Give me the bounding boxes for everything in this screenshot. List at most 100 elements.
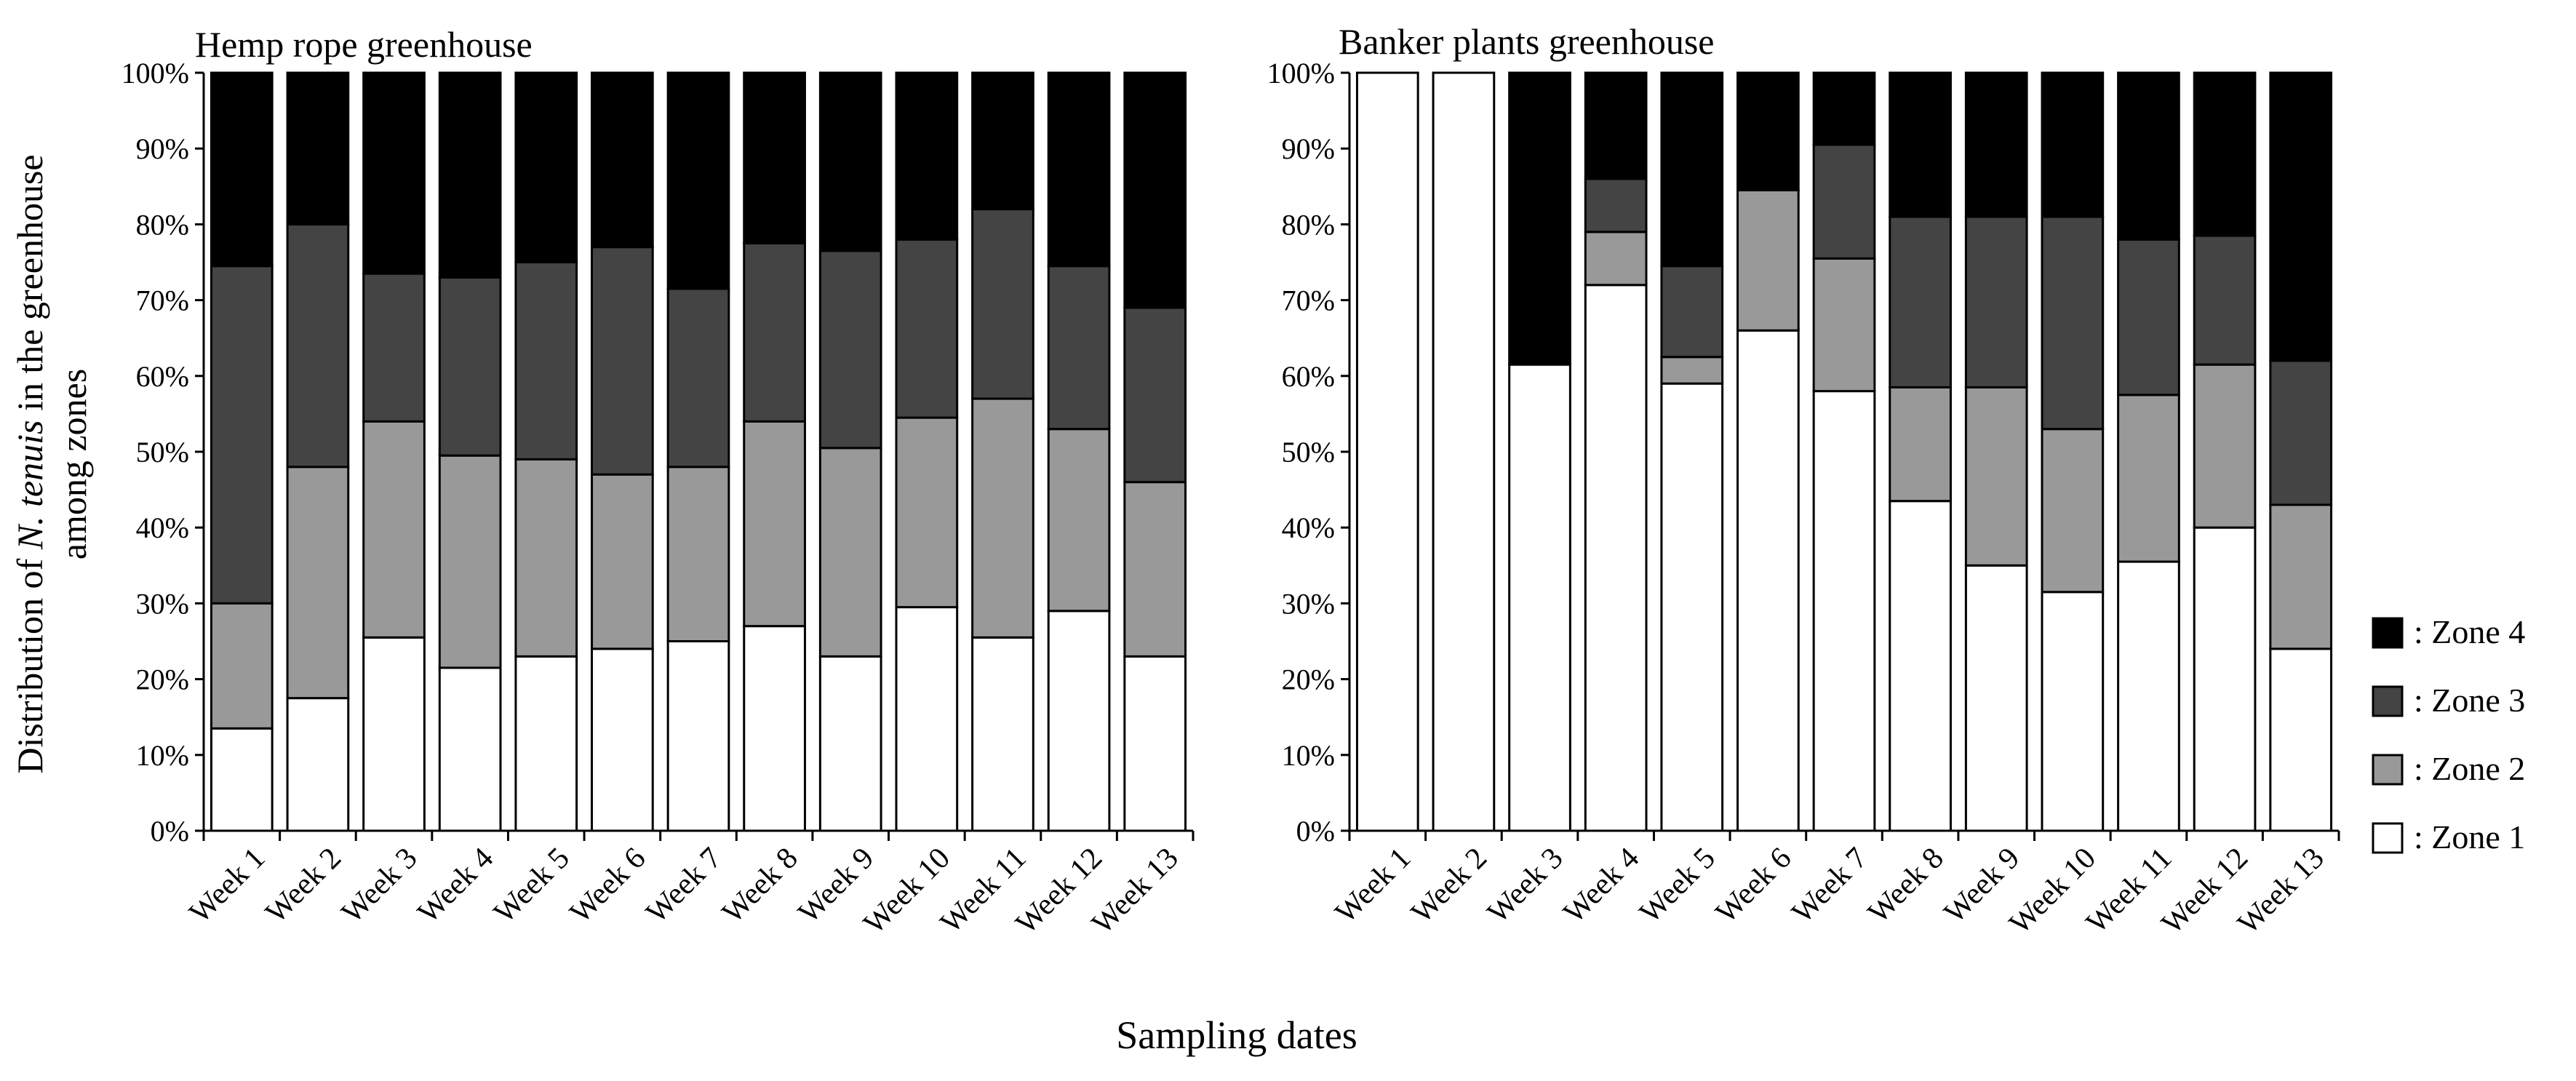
bar-segment-zone-2 xyxy=(2193,363,2257,529)
bar-segment-zone-2 xyxy=(2269,503,2333,650)
bar-segment-zone-2 xyxy=(2041,428,2105,594)
bar-segment-zone-4 xyxy=(286,71,350,226)
bar-segment-zone-3 xyxy=(1123,306,1187,484)
bar-segment-zone-1 xyxy=(2269,647,2333,832)
y-tick-label: 70% xyxy=(136,284,189,317)
legend-swatch xyxy=(2372,617,2404,649)
bar-segment-zone-1 xyxy=(591,647,654,832)
bar-segment-zone-1 xyxy=(1889,500,1952,832)
bar-segment-zone-2 xyxy=(818,447,882,658)
chart-title: Banker plants greenhouse xyxy=(1339,21,1715,62)
bar-segment-zone-1 xyxy=(1508,363,1571,832)
x-tick-label: Week 7 xyxy=(1785,842,1874,930)
x-tick-label: Week 4 xyxy=(412,842,501,930)
x-tick-label: Week 10 xyxy=(857,842,957,941)
bar-segment-zone-4 xyxy=(1736,71,1800,192)
bar-segment-zone-1 xyxy=(1812,390,1876,832)
bar-segment-zone-3 xyxy=(1964,215,2028,388)
bar-segment-zone-1 xyxy=(210,727,274,832)
x-tick-label: Week 5 xyxy=(1633,842,1722,930)
x-tick-label: Week 7 xyxy=(639,842,728,930)
bar-segment-zone-2 xyxy=(743,420,806,628)
legend-swatch xyxy=(2372,685,2404,717)
y-tick-label: 50% xyxy=(1282,436,1335,468)
bar-segment-zone-2 xyxy=(362,420,426,639)
y-tick-label: 40% xyxy=(1282,511,1335,544)
bar-segment-zone-3 xyxy=(2041,215,2105,431)
bar-segment-zone-1 xyxy=(1736,329,1800,832)
bar-segment-zone-1 xyxy=(362,636,426,832)
bar-segment-zone-2 xyxy=(1047,428,1111,613)
bar-segment-zone-2 xyxy=(1584,231,1648,287)
y-tick-label: 60% xyxy=(1282,360,1335,393)
bar-segment-zone-1 xyxy=(666,640,730,832)
bar-segment-zone-4 xyxy=(971,71,1034,211)
bar-segment-zone-4 xyxy=(1123,71,1187,309)
bar-segment-zone-1 xyxy=(286,697,350,832)
bar-segment-zone-3 xyxy=(1660,265,1724,359)
x-tick-label: Week 1 xyxy=(183,842,272,930)
bar-segment-zone-1 xyxy=(1584,284,1648,832)
bar-segment-zone-4 xyxy=(1047,71,1111,268)
bar-segment-zone-3 xyxy=(438,276,502,457)
chart-hemp-rope: Hemp rope greenhouse 0% 10% 20% 30% 40% 50% 60%… xyxy=(121,24,1195,941)
y-tick-label: 10% xyxy=(136,739,189,772)
y-tick-label: 40% xyxy=(136,511,189,544)
x-tick-label: Week 3 xyxy=(335,842,424,930)
bar-segment-zone-3 xyxy=(895,238,959,419)
bar-segment-zone-2 xyxy=(666,466,730,643)
x-tick-label: Week 5 xyxy=(487,842,576,930)
bar-segment-zone-3 xyxy=(2117,238,2180,396)
bar-segment-zone-2 xyxy=(1889,386,1952,503)
y-tick-label: 90% xyxy=(136,132,189,165)
bar-segment-zone-4 xyxy=(895,71,959,241)
y-tick-label: 30% xyxy=(1282,587,1335,620)
bar-segment-zone-3 xyxy=(2193,234,2257,366)
bar-segment-zone-2 xyxy=(1964,386,2028,567)
chart-title: Hemp rope greenhouse xyxy=(195,24,533,65)
bar-segment-zone-4 xyxy=(1812,71,1876,146)
bar-segment-zone-2 xyxy=(2117,394,2180,563)
y-tick-label: 100% xyxy=(1267,57,1335,89)
bar-segment-zone-2 xyxy=(210,602,274,730)
bar-segment-zone-1 xyxy=(743,625,806,832)
x-tick-label: Week 4 xyxy=(1558,842,1646,930)
bar-segment-zone-4 xyxy=(2117,71,2180,241)
y-tick-label: 90% xyxy=(1282,132,1335,165)
y-tick-label: 20% xyxy=(1282,663,1335,696)
bar-segment-zone-4 xyxy=(514,71,578,263)
bar-segment-zone-3 xyxy=(1584,177,1648,234)
y-axis-label-line2: among zones xyxy=(53,369,94,559)
chart-banker-plants: Banker plants greenhouse 0% 10% 20% 30% 40% 50… xyxy=(1267,21,2340,941)
y-tick-label: 0% xyxy=(151,815,189,847)
x-tick-label: Week 10 xyxy=(2003,842,2102,941)
legend-swatch xyxy=(2372,754,2404,786)
bar-segment-zone-1 xyxy=(1432,71,1496,832)
bar-segment-zone-4 xyxy=(818,71,882,252)
bar-segment-zone-4 xyxy=(1660,71,1724,268)
bar-segment-zone-2 xyxy=(591,473,654,650)
legend-label: : Zone 1 xyxy=(2414,818,2525,855)
y-tick-label: 80% xyxy=(1282,208,1335,241)
bar-segment-zone-4 xyxy=(438,71,502,279)
bar-segment-zone-2 xyxy=(1660,356,1724,385)
x-axis-label: Sampling dates xyxy=(1116,1013,1357,1057)
y-tick-label: 50% xyxy=(136,436,189,468)
bar-segment-zone-2 xyxy=(1812,257,1876,393)
bar-segment-zone-2 xyxy=(286,466,350,700)
bar-segment-zone-1 xyxy=(438,666,502,832)
legend-label: : Zone 3 xyxy=(2414,682,2525,719)
bar-segment-zone-4 xyxy=(362,71,426,275)
bar-segment-zone-4 xyxy=(591,71,654,249)
bar-segment-zone-4 xyxy=(2193,71,2257,237)
bar-segment-zone-2 xyxy=(895,416,959,609)
bar-segment-zone-3 xyxy=(362,272,426,423)
bar-segment-zone-3 xyxy=(514,261,578,460)
bar-segment-zone-2 xyxy=(438,454,502,669)
bar-segment-zone-3 xyxy=(210,265,274,605)
bar-segment-zone-1 xyxy=(514,655,578,832)
bar-segment-zone-4 xyxy=(2041,71,2105,218)
legend-label: : Zone 2 xyxy=(2414,750,2525,787)
bar-segment-zone-3 xyxy=(1812,143,1876,260)
